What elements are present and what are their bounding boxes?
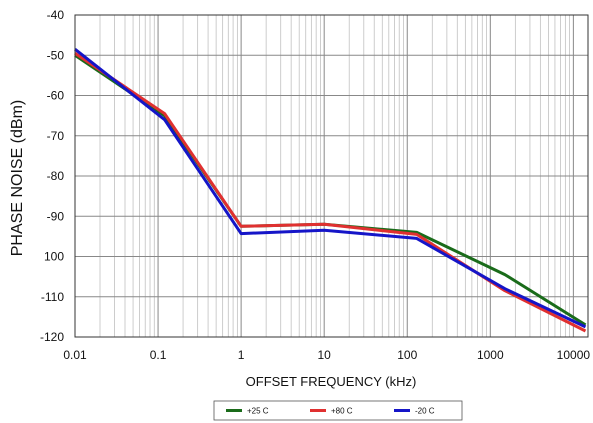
x-tick-label: 0.1 [150,348,167,362]
x-tick-label: 1 [238,348,245,362]
grid [74,14,588,338]
y-axis-label: PHASE NOISE (dBm) [9,100,26,256]
legend-label: +80 C [331,407,353,416]
x-tick-label: 1000 [477,348,504,362]
x-axis-label: OFFSET FREQUENCY (kHz) [246,374,417,389]
x-tick-label: 0.01 [63,348,87,362]
legend-label: -20 C [415,407,435,416]
legend: +25 C +80 C -20 C [213,400,463,421]
y-tick-labels: -40 -50 -60 -70 -80 -90 100 -110 -120 [40,8,64,344]
x-tick-label: 10 [318,348,332,362]
y-tick-label: 100 [44,250,64,264]
data-lines [74,48,587,333]
y-tick-label: -110 [41,290,64,304]
legend-label: +25 C [247,407,269,416]
y-tick-label: -60 [47,89,65,103]
y-tick-label: -70 [47,129,65,143]
y-tick-label: -50 [47,48,65,62]
x-tick-label: 10000 [557,348,591,362]
series-line [74,51,587,333]
x-tick-labels: 0.01 0.1 1 10 100 1000 10000 [63,348,590,362]
legend-box [213,400,463,421]
plot-frame [74,14,589,338]
series-line [74,48,587,329]
y-tick-label: -120 [40,330,64,344]
x-tick-label: 100 [397,348,417,362]
y-tick-label: -80 [47,169,65,183]
y-tick-label: -90 [47,209,65,223]
y-tick-label: -40 [47,8,65,22]
